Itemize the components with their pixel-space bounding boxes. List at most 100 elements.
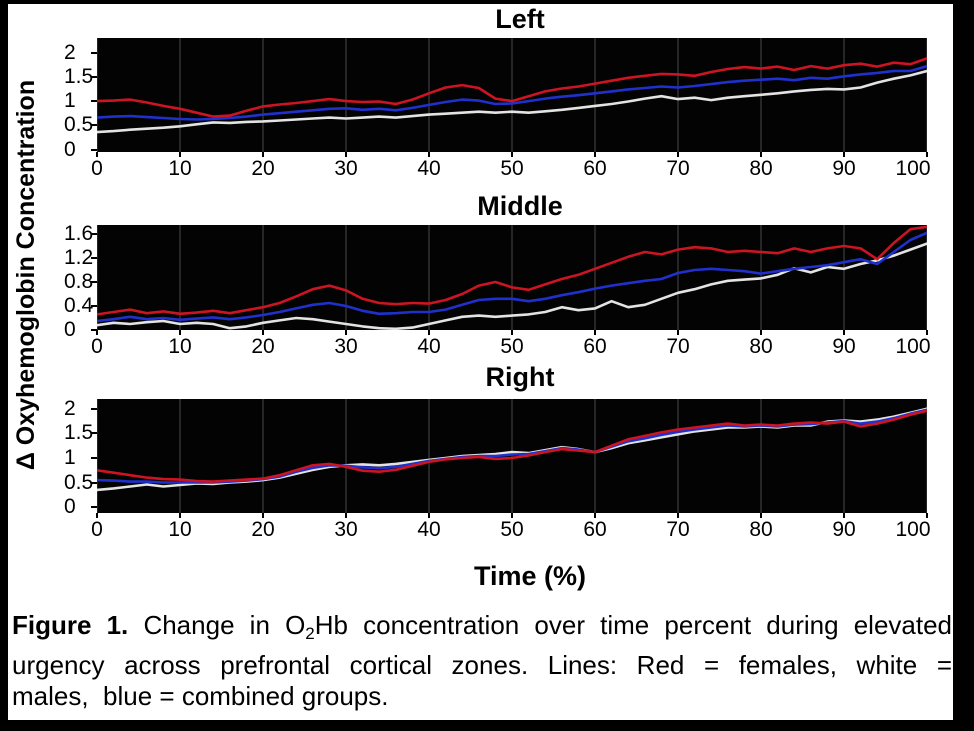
- x-tick-label: 100: [895, 335, 931, 358]
- x-tick-mark: [760, 330, 762, 335]
- x-tick-label: 20: [251, 335, 275, 358]
- frame-border-left: [0, 0, 8, 731]
- x-tick-label: 30: [334, 335, 358, 358]
- x-axis-label: Time (%): [473, 561, 587, 591]
- series-line-males: [97, 69, 927, 134]
- x-tick-mark: [345, 513, 347, 518]
- x-tick-label: 10: [168, 518, 192, 541]
- y-tick-mark: [91, 456, 97, 459]
- y-tick-label: 1: [64, 445, 76, 469]
- y-tick-mark: [91, 148, 97, 151]
- y-tick-mark: [91, 432, 97, 435]
- x-tick-label: 80: [749, 335, 773, 358]
- x-tick-mark: [594, 330, 596, 335]
- y-axis-label: Δ Oxyhemoglobin Concentration: [12, 79, 40, 471]
- x-tick-mark: [428, 513, 430, 518]
- x-tick-mark: [760, 152, 762, 157]
- caption-line-2: urgency across prefrontal cortical zones…: [12, 649, 952, 680]
- x-tick-mark: [262, 152, 264, 157]
- y-tick-mark: [91, 75, 97, 78]
- y-tick-label: 0: [64, 318, 76, 341]
- y-tick-label: 1.6: [64, 222, 94, 245]
- series-line-combined: [97, 64, 927, 121]
- x-tick-label: 30: [334, 518, 358, 541]
- caption-text-post-sub: Hb concentration over time percent durin…: [314, 610, 953, 640]
- series-line-females: [97, 57, 927, 118]
- x-tick-mark: [262, 330, 264, 335]
- x-tick-mark: [511, 513, 513, 518]
- x-tick-label: 50: [500, 518, 524, 541]
- panel-left-plot-area: [97, 38, 927, 152]
- x-tick-mark: [677, 152, 679, 157]
- y-tick-mark: [91, 257, 97, 259]
- y-tick-mark: [91, 407, 97, 410]
- y-tick-mark: [91, 124, 97, 127]
- y-tick-mark: [91, 51, 97, 54]
- caption-subscript: 2: [305, 624, 315, 643]
- x-tick-mark: [843, 330, 845, 335]
- x-tick-mark: [179, 152, 181, 157]
- y-tick-label: 2: [64, 40, 76, 64]
- y-tick-label: 1.5: [64, 421, 94, 445]
- x-tick-mark: [345, 330, 347, 335]
- panel-left-title: Left: [495, 4, 545, 34]
- x-tick-mark: [594, 152, 596, 157]
- series-line-females: [97, 409, 927, 483]
- x-tick-label: 40: [417, 518, 441, 541]
- x-tick-label: 100: [895, 157, 931, 180]
- x-tick-mark: [926, 513, 928, 518]
- x-tick-mark: [926, 152, 928, 157]
- frame-border-right: [953, 0, 974, 731]
- y-tick-label: 0.5: [64, 470, 94, 494]
- x-tick-label: 90: [832, 157, 856, 180]
- panel-middle-title: Middle: [477, 191, 563, 221]
- x-tick-mark: [843, 152, 845, 157]
- x-tick-label: 40: [417, 335, 441, 358]
- y-tick-label: 0.5: [64, 113, 94, 137]
- x-tick-label: 20: [251, 518, 275, 541]
- y-tick-label: 0: [64, 137, 76, 161]
- y-tick-label: 1.5: [64, 64, 94, 88]
- x-tick-mark: [760, 513, 762, 518]
- y-tick-label: 0.8: [64, 270, 94, 293]
- x-tick-mark: [96, 513, 98, 518]
- x-tick-mark: [594, 513, 596, 518]
- x-tick-label: 60: [583, 335, 607, 358]
- x-tick-label: 80: [749, 157, 773, 180]
- x-tick-mark: [511, 330, 513, 335]
- y-tick-label: 1.2: [64, 246, 94, 269]
- caption-figure-label: Figure 1.: [12, 610, 129, 640]
- x-tick-label: 10: [168, 335, 192, 358]
- x-tick-label: 80: [749, 518, 773, 541]
- x-tick-label: 50: [500, 335, 524, 358]
- x-tick-label: 20: [251, 157, 275, 180]
- plot-svg: [97, 225, 927, 330]
- x-tick-mark: [843, 513, 845, 518]
- y-tick-mark: [91, 481, 97, 484]
- y-tick-label: 0: [64, 495, 76, 519]
- x-tick-mark: [262, 513, 264, 518]
- panel-right-plot-area: [97, 399, 927, 513]
- panel-right-title: Right: [485, 362, 555, 392]
- x-tick-mark: [96, 152, 98, 157]
- x-tick-label: 50: [500, 157, 524, 180]
- plot-svg: [97, 399, 927, 513]
- frame-border-bottom: [0, 720, 974, 731]
- caption-text-pre-sub: Change in O: [128, 610, 306, 640]
- x-tick-mark: [96, 330, 98, 335]
- x-tick-mark: [179, 513, 181, 518]
- x-tick-label: 100: [895, 518, 931, 541]
- y-tick-mark: [91, 329, 97, 331]
- plot-svg: [97, 38, 927, 152]
- y-tick-label: 2: [64, 396, 76, 420]
- y-tick-mark: [91, 100, 97, 103]
- x-tick-mark: [511, 152, 513, 157]
- series-line-females: [97, 225, 927, 316]
- y-tick-label: 0.4: [64, 294, 94, 317]
- x-tick-mark: [926, 330, 928, 335]
- x-tick-mark: [677, 513, 679, 518]
- x-tick-mark: [428, 152, 430, 157]
- x-tick-label: 40: [417, 157, 441, 180]
- figure-caption: Figure 1. Change in O2Hb concentration o…: [12, 610, 952, 713]
- x-tick-label: 70: [666, 157, 690, 180]
